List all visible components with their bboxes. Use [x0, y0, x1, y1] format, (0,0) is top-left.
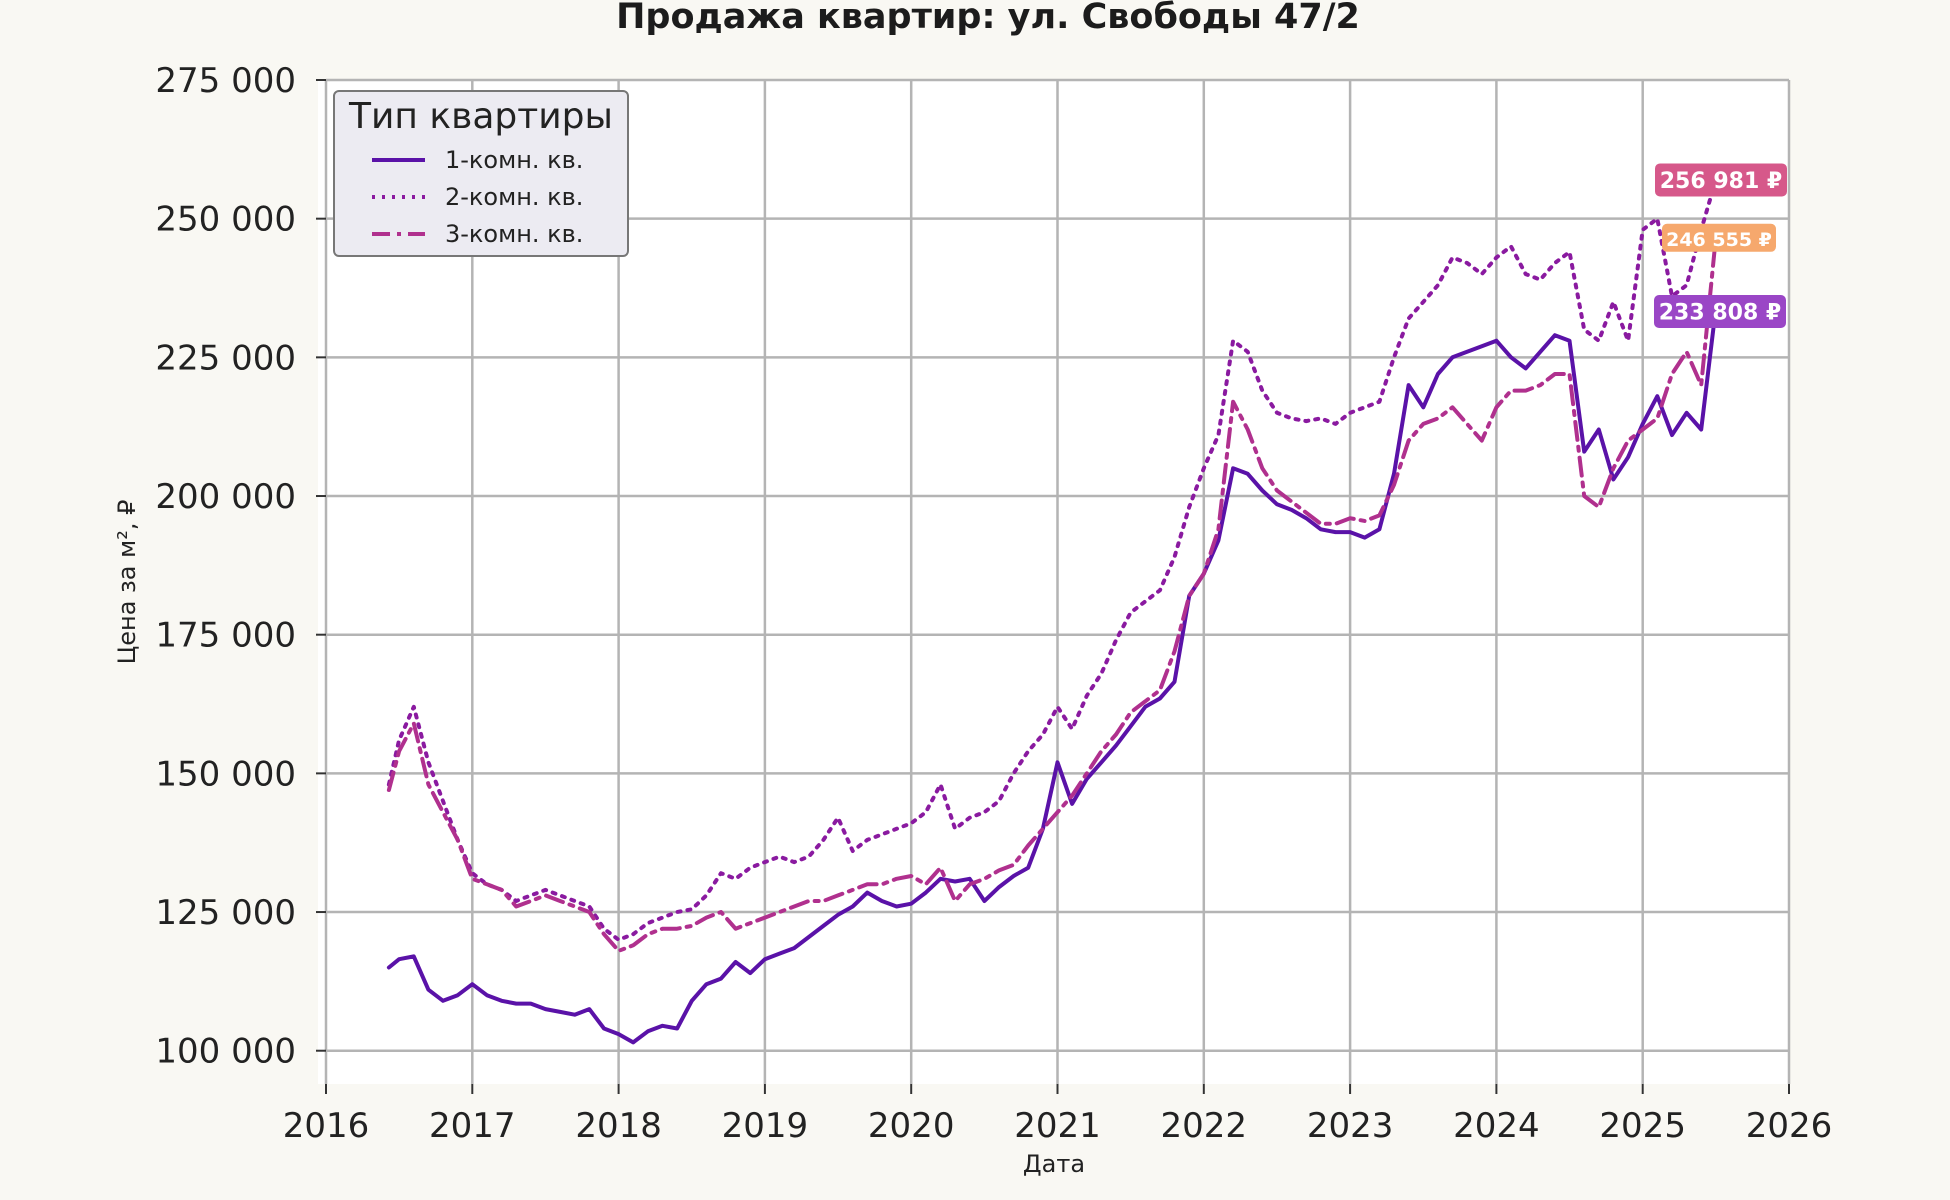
series-line-3: [386, 235, 1718, 953]
y-axis-label: Цена за м², ₽: [113, 500, 141, 665]
x-tick-label: 2022: [1161, 1106, 1248, 1146]
legend-title: Тип квартиры: [348, 96, 613, 137]
x-tick-label: 2019: [722, 1106, 809, 1146]
value-badge-3: [1654, 294, 1786, 328]
value-badge-label: 256 981 ₽: [1660, 169, 1782, 194]
y-tick-label: 175 000: [155, 616, 296, 656]
value-badge-label: 246 555 ₽: [1666, 229, 1772, 251]
series-line-1: [386, 306, 1718, 1045]
x-tick-label: 2021: [1014, 1106, 1101, 1146]
x-tick-label: 2018: [575, 1106, 662, 1146]
series-line-2: [386, 178, 1718, 942]
x-tick-label: 2017: [429, 1106, 516, 1146]
legend-label: 2-комн. кв.: [445, 183, 583, 211]
y-tick-label: 225 000: [155, 338, 296, 378]
x-tick-label: 2026: [1746, 1106, 1833, 1146]
grid: [324, 78, 1791, 1084]
value-badge-label: 233 808 ₽: [1659, 300, 1781, 325]
x-tick-label: 2016: [283, 1106, 370, 1146]
chart-title: Продажа квартир: ул. Свободы 47/2: [616, 0, 1360, 37]
y-tick-label: 200 000: [155, 477, 296, 517]
value-badge-2: [1662, 223, 1776, 252]
legend-label: 1-комн. кв.: [445, 146, 583, 174]
y-tick-label: 100 000: [155, 1032, 296, 1072]
x-tick-label: 2020: [868, 1106, 955, 1146]
y-tick-label: 250 000: [155, 200, 296, 240]
y-tick-label: 125 000: [155, 893, 296, 933]
y-tick-label: 275 000: [155, 61, 296, 101]
legend-items: 1-комн. кв. 2-комн. кв. 3-комн. кв.: [372, 146, 583, 248]
x-tick-label: 2023: [1307, 1106, 1394, 1146]
legend-box: [333, 90, 629, 257]
x-tick-label: 2024: [1453, 1106, 1540, 1146]
x-axis-label: Дата: [1023, 1150, 1085, 1178]
x-axis-ticks: 2016 2017 2018 2019 2020 2021 2022 2023 2024 2025…: [283, 1084, 1833, 1146]
value-badges: 256 981 ₽ 246 555 ₽ 233 808 ₽: [1654, 163, 1787, 328]
y-tick-label: 150 000: [155, 754, 296, 794]
x-tick-label: 2025: [1599, 1106, 1686, 1146]
value-badge-1: [1655, 163, 1787, 197]
y-axis-ticks: 100 000 125 000 150 000 175 000 200 000 225 0…: [155, 61, 326, 1072]
legend: Тип квартиры 1-комн. кв. 2-комн. кв. 3-ком…: [333, 90, 629, 257]
series-lines: [386, 178, 1718, 1045]
legend-label: 3-комн. кв.: [445, 220, 583, 248]
